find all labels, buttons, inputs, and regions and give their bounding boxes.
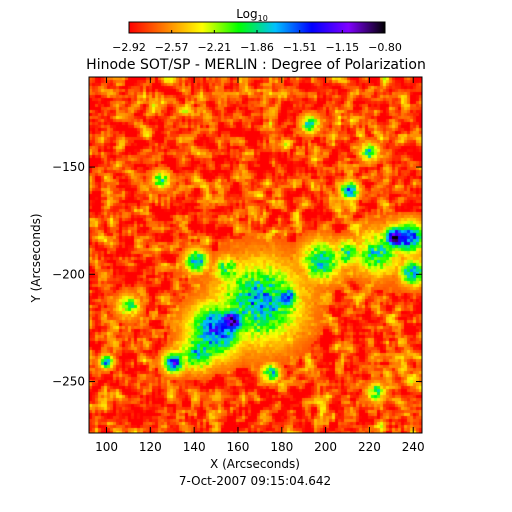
colorbar-tick-label: −1.15: [325, 41, 359, 54]
y-tick-label: −150: [52, 160, 85, 174]
plot-frame: [88, 76, 423, 434]
x-axis-label: X (Arcseconds): [210, 457, 300, 471]
y-axis-label: Y (Arcseconds): [29, 213, 43, 303]
chart-title: Hinode SOT/SP - MERLIN : Degree of Polar…: [86, 57, 426, 73]
x-tick-label: 100: [95, 440, 118, 454]
colorbar-tick-label: −2.57: [155, 41, 189, 54]
colorbar-ticks: −2.92 −2.57 −2.21 −1.86 −1.51 −1.15 −0.80: [112, 30, 402, 54]
colorbar-tick-label: −1.86: [240, 41, 274, 54]
heatmap-plot-area: [88, 76, 423, 434]
x-tick-label: 140: [183, 440, 206, 454]
y-axis: −150 −200 −250: [52, 160, 422, 389]
x-tick-label: 220: [358, 440, 381, 454]
colorbar-tick-label: −2.21: [197, 41, 231, 54]
x-tick-label: 200: [314, 440, 337, 454]
colorbar-tick-label: −1.51: [283, 41, 317, 54]
colorbar-label: Log10: [236, 7, 268, 23]
x-axis: 100 120 140 160 180 200 220 240: [95, 77, 425, 454]
observation-timestamp: 7-Oct-2007 09:15:04.642: [179, 474, 331, 488]
y-tick-label: −200: [52, 267, 85, 281]
x-tick-label: 180: [270, 440, 293, 454]
colorbar-tick-label: −0.80: [368, 41, 402, 54]
heatmap-pixels: [89, 77, 422, 433]
x-tick-label: 120: [139, 440, 162, 454]
x-tick-label: 160: [227, 440, 250, 454]
x-tick-label: 240: [402, 440, 425, 454]
colorbar-tick-label: −2.92: [112, 41, 146, 54]
y-tick-label: −250: [52, 375, 85, 389]
